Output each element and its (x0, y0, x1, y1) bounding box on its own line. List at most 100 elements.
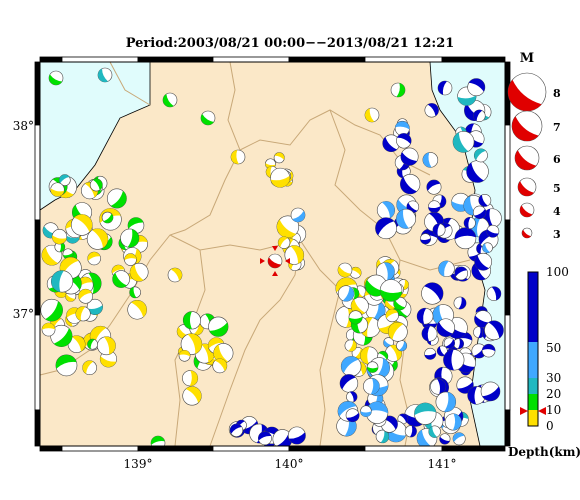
focal-mechanism (48, 70, 64, 86)
focal-mechanism (376, 201, 396, 220)
focal-mechanism (428, 425, 441, 438)
focal-mechanism (463, 216, 476, 229)
focal-mechanism (344, 339, 357, 352)
depth-label-20: 20 (546, 387, 561, 401)
earthquake-mechanisms (40, 67, 504, 451)
focal-mechanism (443, 337, 455, 349)
magnitude-legend-title: M (520, 51, 534, 66)
magnitude-legend-symbol (517, 177, 537, 197)
depth-band-deep (528, 272, 538, 342)
map-border (39, 61, 506, 447)
focal-mechanism (482, 242, 493, 254)
lat-tick-37: 37° (13, 307, 34, 321)
depth-band-mid-deep (528, 342, 538, 378)
focal-mechanism (55, 354, 78, 377)
frame-segment (61, 445, 139, 452)
focal-mechanism (277, 236, 291, 249)
focal-mechanism (200, 110, 216, 126)
focal-mechanism (478, 193, 492, 207)
focal-mechanism (424, 103, 439, 118)
main-event-mechanism (267, 253, 283, 269)
magnitude-legend-symbol (519, 202, 535, 218)
sea-japan (40, 62, 150, 210)
focal-mechanism (385, 308, 399, 323)
focal-mechanism (337, 262, 353, 278)
main-event-pointer (272, 246, 278, 251)
focal-mechanism (430, 378, 447, 395)
focal-mechanism (444, 413, 462, 431)
focal-mechanism (337, 285, 355, 302)
focal-mechanism (178, 349, 191, 362)
focal-mechanism (363, 377, 380, 395)
magnitude-legend-label: 4 (553, 205, 561, 218)
frame-segment (441, 56, 506, 63)
focal-mechanism (182, 370, 199, 387)
depth-label-30: 30 (546, 371, 561, 385)
focal-mechanism (396, 340, 408, 352)
focal-mechanism (436, 318, 456, 337)
focal-mechanism (258, 431, 272, 446)
frame-segment (34, 219, 41, 316)
frame-segment (61, 56, 139, 63)
map-body (39, 61, 505, 447)
focal-mechanism (273, 152, 285, 164)
depth-band-mid (528, 378, 538, 394)
focal-mechanism (212, 358, 228, 374)
focal-mechanism (364, 107, 380, 123)
focal-mechanism (89, 178, 103, 192)
focal-mechanism (101, 211, 114, 224)
focal-mechanism (375, 429, 390, 444)
focal-mechanism (400, 147, 419, 166)
focal-mechanism (97, 67, 113, 83)
focal-mechanism (388, 322, 408, 342)
focal-mechanism (435, 391, 457, 413)
focal-mechanism (75, 306, 91, 322)
main-event-pointer (272, 271, 278, 276)
focal-mechanism (78, 288, 93, 304)
lon-tick-140: 140° (275, 457, 304, 471)
magnitude-legend-label: 5 (553, 182, 561, 195)
focal-mechanism (421, 282, 444, 305)
focal-mechanism (182, 311, 201, 330)
focal-mechanism (340, 356, 362, 377)
frame-segment (137, 56, 214, 63)
focal-mechanism (480, 381, 501, 402)
frame-segment (504, 409, 511, 447)
longitude-axis: 139° 140° 141° (124, 457, 457, 471)
land-area (40, 62, 505, 446)
focal-mechanism (432, 223, 446, 237)
depth-label-100: 100 (546, 265, 569, 279)
focal-mechanism (272, 429, 293, 450)
focal-mechanism (120, 228, 140, 248)
focal-mechanism (349, 266, 362, 279)
frame-segment (288, 56, 366, 63)
focal-mechanism (481, 343, 496, 358)
focal-mechanism (473, 109, 486, 122)
frame-segment (39, 56, 63, 63)
magnitude-legend-label: 8 (553, 87, 561, 100)
focal-mechanism (182, 386, 202, 406)
focal-mechanism (167, 267, 183, 283)
focal-mechanism (180, 333, 203, 355)
magnitude-legend-symbol (507, 72, 547, 112)
depth-band-shallow (528, 410, 538, 426)
depth-scale-title: Depth(km) (508, 445, 580, 459)
focal-mechanism (393, 296, 407, 311)
main-event-marker (260, 246, 290, 276)
focal-mechanism (86, 228, 109, 250)
depth-label-0: 0 (546, 419, 554, 433)
frame-segment (212, 445, 290, 452)
focal-mechanism (346, 391, 358, 403)
focal-mechanism (270, 167, 291, 188)
magnitude-legend-symbol (521, 227, 533, 239)
frame-segment (137, 445, 214, 452)
focal-mechanism (474, 252, 493, 271)
map-frame (34, 56, 511, 452)
focal-mechanism (439, 433, 451, 445)
main-event-pointer (260, 258, 265, 264)
focal-mechanism (348, 310, 363, 325)
frame-segment (34, 124, 41, 221)
focal-mechanism (51, 229, 68, 245)
focal-mechanism (400, 173, 421, 195)
